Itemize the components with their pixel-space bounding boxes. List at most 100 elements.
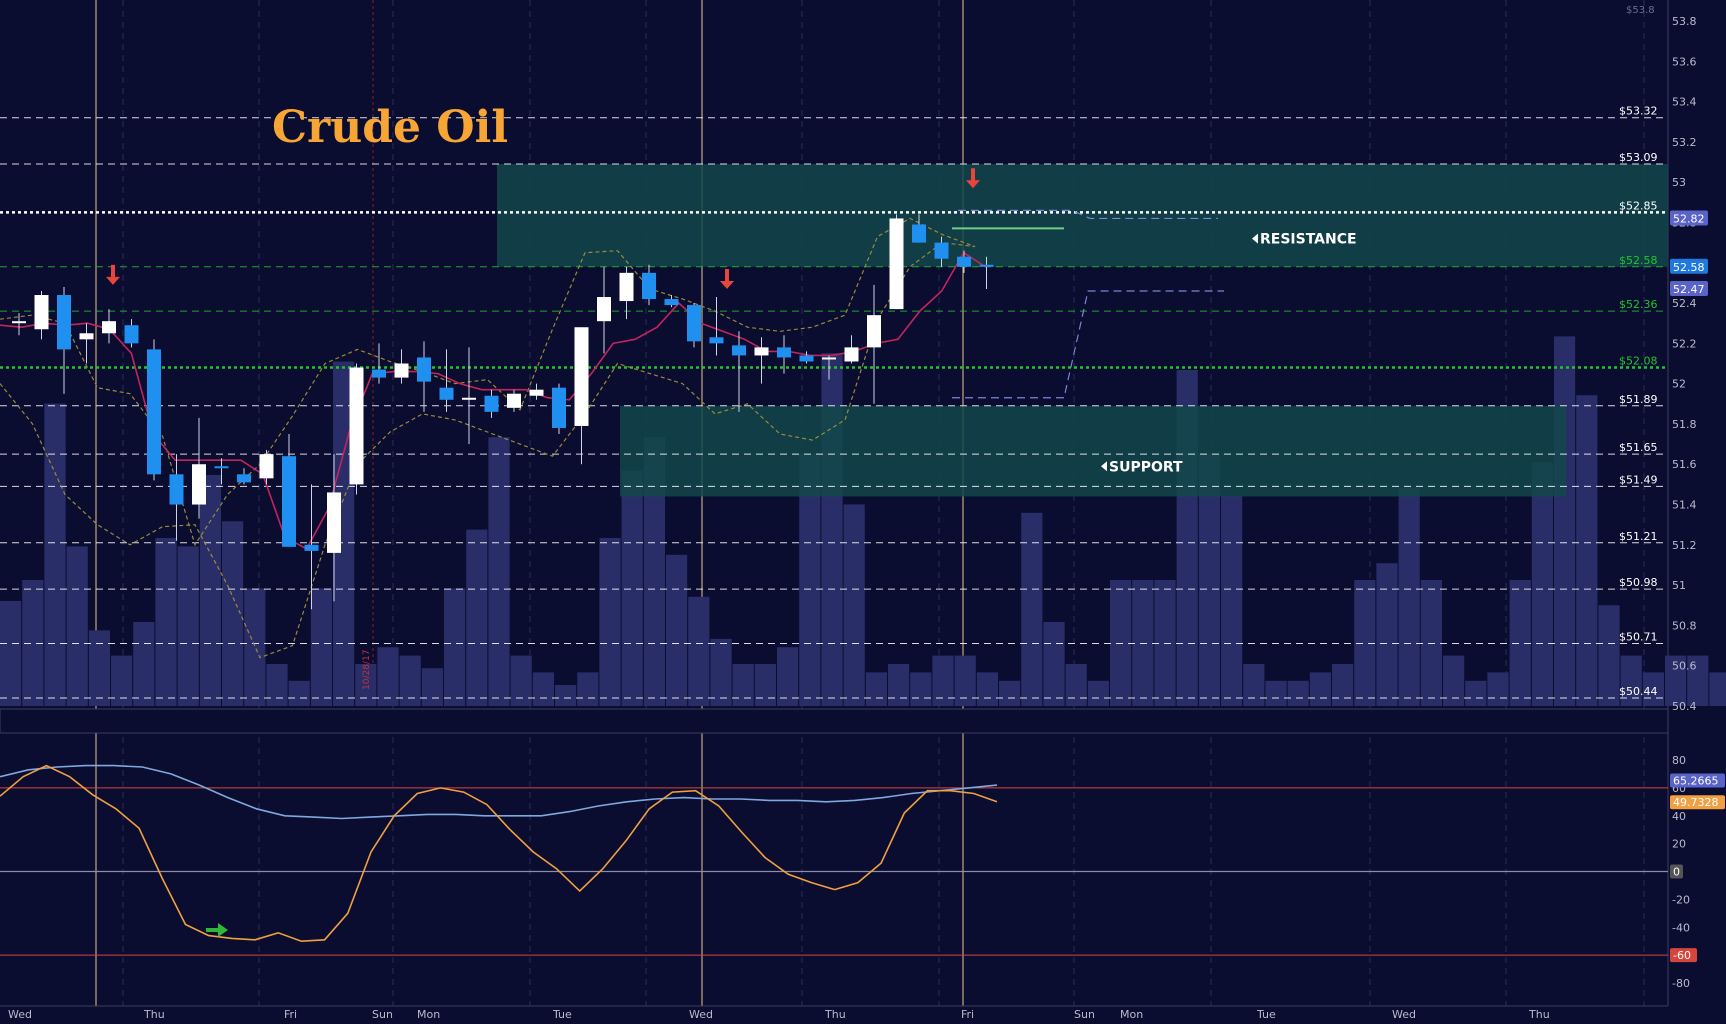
- volume-bar: [399, 655, 421, 706]
- chart-title: Crude Oil: [272, 102, 508, 153]
- bear-candle: [169, 474, 184, 505]
- bull-candle: [507, 393, 521, 408]
- volume-bar: [421, 668, 443, 706]
- bear-candle: [372, 369, 386, 378]
- volume-bar: [1065, 664, 1087, 706]
- price-tick-label: 51.8: [1672, 418, 1697, 431]
- volume-bar: [1043, 622, 1065, 706]
- bear-candle: [709, 337, 724, 344]
- bull-candle: [844, 347, 859, 362]
- bear-candle: [439, 387, 454, 400]
- bull-candle: [34, 295, 49, 330]
- price-badge: [1670, 258, 1708, 274]
- volume-bar: [1309, 672, 1331, 706]
- price-tick-label: 52.4: [1672, 297, 1697, 310]
- time-axis-label: Wed: [689, 1008, 713, 1020]
- price-level-label: $51.21: [1619, 530, 1658, 543]
- volume-bar: [44, 403, 66, 706]
- volume-bar: [954, 655, 976, 706]
- volume-bar: [1154, 580, 1176, 706]
- volume-bar: [555, 685, 577, 706]
- volume-bar: [1221, 496, 1243, 706]
- price-tick-label: 51.6: [1672, 458, 1697, 471]
- volume-bar: [1576, 395, 1598, 706]
- bull-candle: [822, 357, 836, 360]
- bull-candle: [12, 321, 26, 324]
- volume-bar: [1087, 680, 1109, 706]
- caret-left-icon: [1252, 233, 1258, 244]
- volume-bar: [466, 529, 488, 706]
- volume-bar: [22, 580, 44, 706]
- bear-candle: [664, 299, 679, 306]
- bull-candle: [259, 454, 274, 479]
- annotations-layer: RESISTANCE SUPPORT 10/28/17: [106, 168, 1357, 690]
- volume-bar: [932, 655, 954, 706]
- resistance-zone: [497, 164, 1668, 267]
- bear-candle: [147, 349, 161, 475]
- volume-bar: [333, 361, 355, 706]
- bear-candle: [957, 256, 971, 267]
- bull-candle: [79, 333, 94, 340]
- bear-candle: [912, 224, 926, 243]
- bull-candle: [597, 297, 611, 322]
- volume-bar: [1110, 580, 1132, 706]
- volume-bar: [1620, 655, 1642, 706]
- volume-bar: [177, 546, 199, 706]
- time-axis-label: Tue: [552, 1008, 572, 1020]
- price-badge-label: 52.58: [1673, 261, 1705, 274]
- volume-bar: [266, 664, 288, 706]
- volume-bar: [111, 655, 133, 706]
- envelope-lower-line: [0, 241, 976, 659]
- volume-bar: [310, 588, 332, 706]
- volume-bar: [133, 622, 155, 706]
- time-axis-label: Fri: [284, 1008, 297, 1020]
- volume-bar: [510, 655, 532, 706]
- volume-bar: [1554, 336, 1576, 706]
- price-tick-label: 51.4: [1672, 499, 1697, 512]
- axes-layer: 53.853.653.453.25352.852.652.452.25251.8…: [8, 5, 1708, 1021]
- price-tick-label: 50.4: [1672, 700, 1697, 713]
- bear-candle: [237, 474, 251, 483]
- time-axis-label: Wed: [1392, 1008, 1416, 1020]
- volume-bar: [643, 437, 665, 706]
- date-marker-label: 10/28/17: [362, 650, 372, 690]
- volume-bar: [688, 596, 710, 706]
- volume-bar: [1487, 672, 1509, 706]
- volume-bar: [444, 588, 466, 706]
- price-tick-label: 50.8: [1672, 619, 1697, 632]
- volume-bar: [244, 588, 266, 706]
- oscillator-badge-label: 49.7328: [1673, 796, 1719, 809]
- caret-left-icon: [1101, 461, 1107, 472]
- time-axis-label: Sun: [372, 1008, 393, 1020]
- price-level-label: $50.71: [1619, 631, 1658, 644]
- bull-candle: [102, 321, 116, 334]
- projection-upper-line: [958, 209, 1218, 220]
- volume-bar: [488, 437, 510, 706]
- oscillator-slow-line: [0, 764, 998, 820]
- price-tick-label: 50.6: [1672, 660, 1697, 673]
- volume-bar: [1354, 580, 1376, 706]
- bear-candle: [934, 242, 949, 259]
- price-tick-label: 51.2: [1672, 539, 1697, 552]
- time-axis-label: Thu: [1528, 1008, 1550, 1020]
- volume-bar: [1465, 680, 1487, 706]
- oscillator-badge-label: 0: [1673, 866, 1680, 879]
- volume-bar: [88, 630, 110, 706]
- price-level-label: $52.85: [1619, 199, 1658, 212]
- bull-candle: [349, 367, 364, 485]
- volume-bar: [155, 538, 177, 706]
- volume-bar: [1687, 655, 1709, 706]
- volume-bar: [732, 664, 754, 706]
- volume-bar: [799, 454, 821, 706]
- projection-lower-line: [952, 290, 1224, 399]
- bull-candle: [462, 397, 476, 400]
- envelope-upper-line: [0, 217, 976, 547]
- volume-bar: [222, 521, 244, 706]
- moving-average-line: [0, 251, 986, 550]
- time-axis-label: Thu: [824, 1008, 846, 1020]
- volume-bar: [865, 672, 887, 706]
- price-level-label: $53.32: [1619, 105, 1658, 118]
- bear-candle: [552, 387, 566, 428]
- oscillator-tick-label: -20: [1672, 893, 1690, 906]
